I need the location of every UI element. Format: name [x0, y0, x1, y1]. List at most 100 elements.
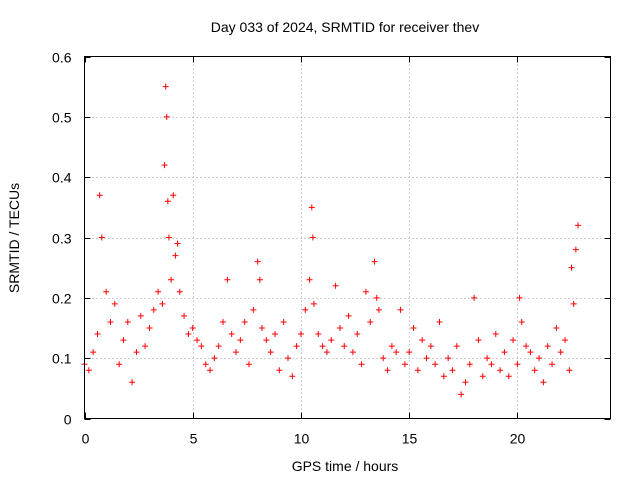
data-point [172, 252, 179, 259]
data-point [176, 288, 183, 295]
data-point [155, 288, 162, 295]
data-point [440, 373, 447, 380]
data-point [246, 361, 253, 368]
data-point [345, 312, 352, 319]
data-point [406, 349, 413, 356]
data-point [174, 240, 181, 247]
data-point [527, 349, 534, 356]
data-point [258, 325, 265, 331]
data-point [271, 331, 278, 338]
data-point [228, 331, 235, 338]
data-point [410, 325, 417, 331]
data-point [297, 331, 304, 338]
data-point [168, 276, 175, 283]
data-point [557, 349, 564, 356]
x-tick-label: 15 [402, 431, 418, 447]
data-point [133, 349, 140, 356]
data-point [332, 282, 339, 289]
data-point [237, 337, 244, 344]
data-point [568, 264, 575, 271]
data-point [263, 337, 270, 344]
data-point [354, 331, 361, 338]
data-point [85, 367, 92, 374]
data-point [479, 373, 486, 380]
data-point [163, 113, 170, 120]
data-point [310, 300, 317, 307]
y-tick-label: 0.3 [52, 231, 72, 247]
data-point [341, 343, 348, 350]
data-point [501, 349, 508, 356]
data-point [505, 373, 512, 380]
data-point [549, 361, 556, 368]
grid [84, 56, 611, 419]
data-point [349, 349, 356, 356]
x-tick-label: 0 [82, 431, 90, 447]
data-point [250, 306, 257, 313]
y-tick-label: 0 [64, 412, 72, 428]
data-point [466, 361, 473, 368]
data-point [536, 355, 543, 362]
data-point [575, 222, 582, 229]
data-point [211, 355, 218, 362]
data-point [518, 318, 525, 325]
data-point [336, 325, 343, 331]
data-point [427, 343, 434, 350]
data-point [276, 367, 283, 374]
data-point [462, 379, 469, 386]
data-point [432, 361, 439, 368]
data-point [419, 337, 426, 344]
data-point [94, 331, 101, 338]
x-axis-label: GPS time / hours [292, 458, 399, 474]
data-point [150, 306, 157, 313]
data-point [510, 337, 517, 344]
data-point [393, 349, 400, 356]
y-tick-label: 0.2 [52, 291, 72, 307]
data-point [162, 83, 169, 90]
y-tick-label: 0.4 [52, 170, 72, 186]
data-point [492, 331, 499, 338]
data-point [380, 355, 387, 362]
data-point [220, 318, 227, 325]
data-point [161, 162, 168, 169]
data-point [358, 361, 365, 368]
x-tick-label: 20 [510, 431, 526, 447]
data-point [194, 337, 201, 344]
data-point [309, 234, 316, 241]
axis-ticks: 0 0.1 0.2 0.3 0.4 0.5 0.6 0 5 10 15 20 [52, 50, 611, 447]
plot-frame [84, 56, 611, 419]
data-point [308, 204, 315, 211]
data-point [445, 355, 452, 362]
data-point [142, 343, 149, 350]
data-point [566, 367, 573, 374]
data-point [159, 300, 166, 307]
data-point [107, 318, 114, 325]
data-point [373, 294, 380, 301]
data-point [414, 367, 421, 374]
x-tick-label: 10 [294, 431, 310, 447]
data-point [120, 337, 127, 344]
data-point [111, 300, 118, 307]
data-point [371, 258, 378, 265]
data-point [323, 349, 330, 356]
data-point [572, 246, 579, 253]
data-point [284, 355, 291, 362]
data-point [306, 276, 313, 283]
data-point [207, 367, 214, 374]
data-point [241, 318, 248, 325]
chart-title: Day 033 of 2024, SRMTID for receiver the… [211, 19, 479, 35]
data-point [124, 318, 131, 325]
data-point [367, 318, 374, 325]
data-point [280, 318, 287, 325]
data-point [289, 373, 296, 380]
data-point [90, 349, 97, 356]
data-point [562, 337, 569, 344]
data-point [436, 318, 443, 325]
data-point [103, 288, 110, 295]
data-point [254, 258, 261, 265]
data-point [570, 300, 577, 307]
data-points [81, 83, 582, 398]
data-point [165, 234, 172, 241]
data-point [202, 361, 209, 368]
data-point [488, 361, 495, 368]
